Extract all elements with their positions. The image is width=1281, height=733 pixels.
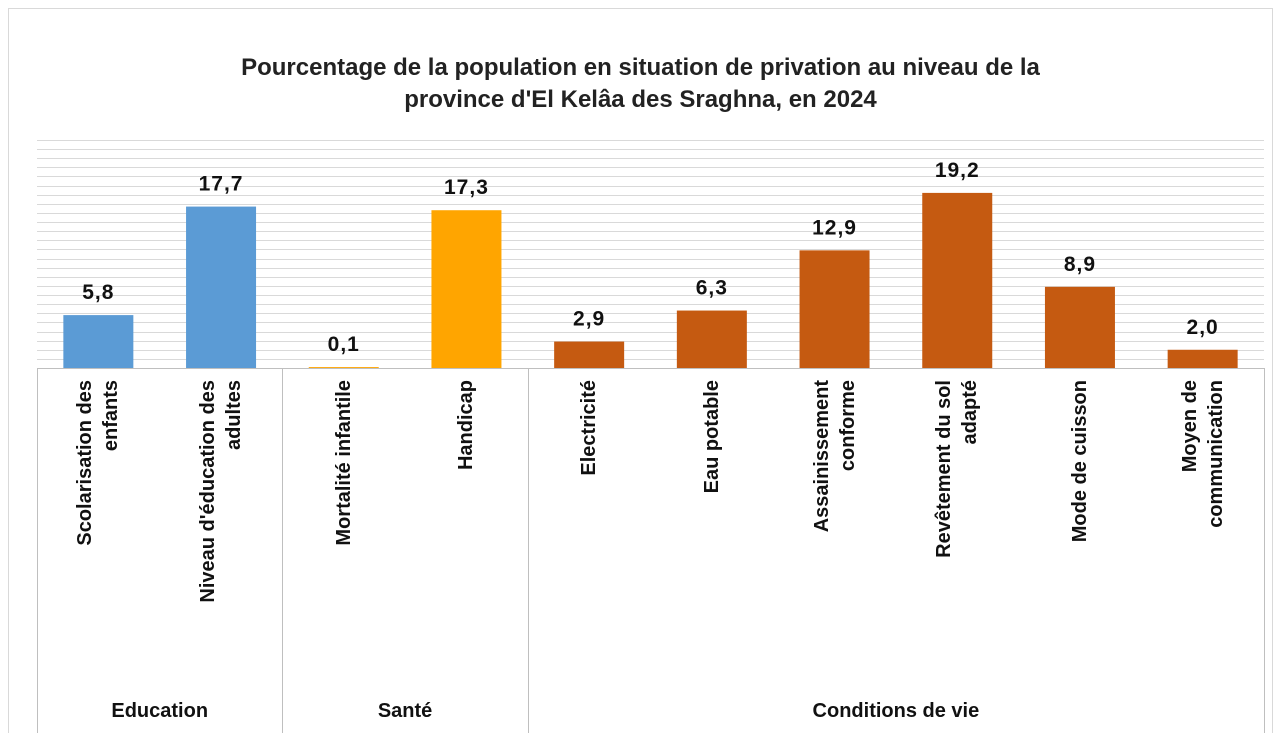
- chart-frame: [8, 8, 1273, 733]
- value-label: 12,9: [812, 216, 857, 239]
- x-tick-label: Electricité: [578, 380, 601, 476]
- x-tick-label: Assainissement conforme: [810, 380, 859, 533]
- bar: [554, 341, 625, 368]
- x-tick-label: Mode de cuisson: [1068, 380, 1091, 543]
- x-tick-label: Mortalité infantile: [332, 380, 355, 546]
- x-tick-label: Niveau d'éducation des adultes: [197, 380, 246, 603]
- bar: [799, 250, 870, 368]
- value-label: 19,2: [935, 159, 980, 182]
- x-tick-label: Scolarisation des enfants: [74, 380, 123, 546]
- x-tick-label: Revêtement du sol adapté: [933, 380, 982, 558]
- value-label: 17,3: [444, 176, 489, 199]
- x-tick-label: Moyen de communication: [1178, 380, 1227, 528]
- bar: [308, 367, 379, 368]
- group-label: Santé: [377, 700, 433, 722]
- value-label: 0,1: [328, 333, 360, 356]
- value-label: 8,9: [1064, 253, 1096, 276]
- bar: [186, 206, 257, 368]
- value-label: 6,3: [696, 277, 728, 300]
- bar: [63, 315, 134, 368]
- bar: [676, 310, 747, 368]
- value-label: 17,7: [199, 173, 244, 196]
- group-label: Education: [111, 700, 209, 722]
- value-label: 2,0: [1187, 316, 1219, 339]
- bar: [1167, 349, 1238, 368]
- bar: [922, 192, 993, 368]
- bar: [1044, 286, 1115, 368]
- group-label: Conditions de vie: [812, 700, 980, 722]
- value-label: 2,9: [573, 308, 605, 331]
- x-tick-label: Handicap: [455, 380, 478, 471]
- bar: [431, 210, 502, 368]
- value-label: 5,8: [82, 281, 114, 304]
- chart-title: Pourcentage de la population en situatio…: [241, 54, 1040, 113]
- x-tick-label: Eau potable: [700, 380, 723, 494]
